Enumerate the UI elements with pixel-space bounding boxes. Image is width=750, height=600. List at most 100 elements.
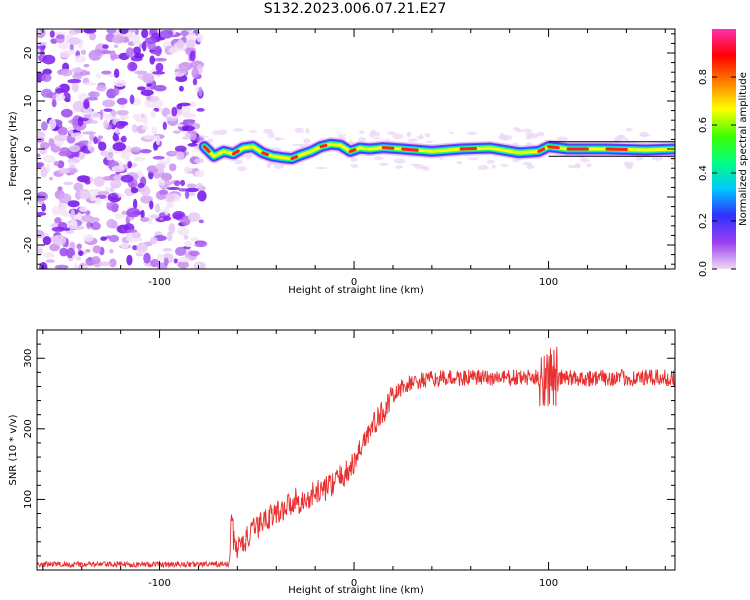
snr-series — [37, 346, 675, 569]
colorbar-tick-label: 0.2 — [698, 213, 709, 229]
noise-blob — [111, 165, 125, 173]
noise-blob — [54, 134, 68, 142]
noise-blob — [86, 221, 92, 230]
noise-blob — [80, 49, 87, 55]
noise-blob — [72, 100, 85, 112]
noise-blob — [55, 88, 64, 94]
noise-blob — [267, 132, 275, 139]
noise-blob — [294, 127, 304, 134]
noise-blob — [521, 128, 533, 133]
noise-blob — [42, 68, 53, 75]
noise-blob — [196, 108, 205, 112]
noise-blob — [73, 263, 78, 269]
spectrogram-ytick-label: 20 — [23, 47, 34, 60]
noise-blob — [177, 260, 189, 269]
colorbar-tick-label: 0.8 — [698, 69, 709, 85]
noise-blob — [152, 155, 165, 160]
noise-blob — [157, 178, 166, 187]
noise-blob — [153, 57, 167, 62]
noise-blob — [72, 72, 83, 81]
noise-blob — [132, 231, 142, 240]
noise-blob — [58, 193, 72, 204]
noise-blob — [37, 212, 47, 216]
noise-blob — [108, 234, 120, 243]
noise-blob — [83, 98, 90, 110]
noise-blob — [141, 126, 149, 131]
noise-blob — [178, 188, 189, 192]
noise-blob — [57, 167, 71, 174]
noise-blob — [116, 97, 128, 105]
noise-blob — [159, 189, 169, 196]
noise-blob — [102, 44, 109, 49]
noise-blob — [149, 49, 155, 53]
noise-blob — [143, 134, 157, 140]
noise-blob — [392, 133, 404, 140]
noise-blob — [185, 190, 190, 200]
noise-blob — [160, 172, 173, 182]
noise-blob — [407, 138, 418, 143]
noise-blob — [163, 257, 169, 267]
noise-blob — [101, 176, 115, 181]
colorbar-tick-label: 0.4 — [698, 165, 709, 181]
noise-blob — [112, 133, 119, 142]
noise-blob — [42, 236, 52, 246]
colorbar-tick-label: 0.0 — [698, 261, 709, 277]
noise-blob — [77, 116, 84, 127]
noise-blob — [178, 102, 191, 107]
noise-blob — [154, 45, 162, 57]
noise-blob — [184, 240, 193, 248]
noise-blob — [89, 146, 95, 154]
noise-blob — [102, 113, 113, 117]
noise-blob — [120, 150, 131, 160]
noise-blob — [156, 254, 165, 261]
noise-blob — [185, 187, 199, 193]
noise-blob — [178, 65, 188, 75]
page-title: S132.2023.006.07.21.E27 — [263, 1, 447, 17]
noise-blob — [101, 70, 112, 75]
noise-blob — [166, 156, 171, 166]
noise-blob — [425, 140, 433, 144]
noise-blob — [358, 136, 367, 142]
noise-blob — [37, 153, 41, 158]
noise-blob — [499, 133, 506, 139]
colorbar-tick-label: 0.6 — [698, 117, 709, 133]
noise-blob — [51, 226, 66, 232]
noise-blob — [51, 99, 57, 108]
noise-blob — [195, 262, 201, 269]
noise-blob — [103, 119, 109, 129]
noise-blob — [118, 29, 129, 35]
noise-blob — [37, 191, 48, 202]
noise-blob — [140, 89, 154, 96]
noise-blob — [198, 219, 204, 224]
noise-blob — [180, 29, 189, 37]
noise-blob — [303, 138, 311, 144]
noise-blob — [37, 48, 41, 57]
noise-blob — [51, 93, 57, 102]
noise-blob — [162, 215, 172, 222]
noise-blob — [52, 31, 67, 36]
noise-blob — [40, 166, 48, 178]
snr-frame — [36, 329, 676, 571]
noise-blob — [49, 243, 60, 252]
noise-blob — [136, 242, 148, 253]
noise-blob — [130, 146, 142, 153]
noise-blob — [60, 108, 73, 118]
noise-blob — [97, 135, 104, 140]
noise-blob — [74, 29, 84, 34]
noise-blob — [625, 163, 633, 170]
noise-blob — [337, 133, 346, 137]
noise-blob — [174, 180, 181, 187]
snr-background — [37, 330, 675, 570]
noise-blob — [185, 39, 196, 49]
noise-blob — [187, 143, 199, 147]
noise-blob — [127, 61, 138, 72]
noise-blob — [91, 256, 101, 265]
noise-blob — [151, 126, 158, 135]
noise-blob — [89, 217, 100, 223]
noise-blob — [67, 200, 80, 208]
noise-blob — [651, 155, 664, 161]
snr-xtick-label: -100 — [148, 578, 171, 589]
noise-blob — [198, 86, 203, 97]
